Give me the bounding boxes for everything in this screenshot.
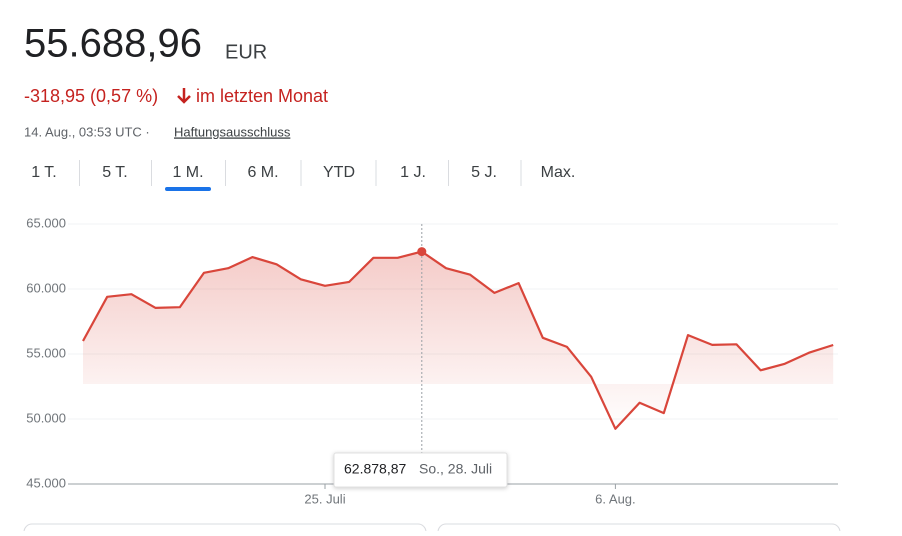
tab[interactable]: 1 M. — [172, 164, 203, 181]
tab-bar: 1 T. 5 T. 1 M. 6 M. YTD 1 J. 5 J. Max. — [31, 160, 575, 191]
tooltip-box — [333, 452, 508, 488]
down-arrow — [177, 88, 191, 104]
tooltip-value: 62.878,87 — [344, 461, 406, 477]
tab[interactable]: YTD — [323, 164, 355, 181]
tab[interactable]: 5 T. — [102, 164, 128, 181]
disclaimer-link[interactable]: Haftungsausschluss — [174, 124, 291, 139]
line — [82, 250, 834, 430]
y-tick-label: 55.000 — [26, 345, 66, 360]
currency: EUR — [225, 41, 267, 63]
x-tick-label: 6. Aug. — [595, 491, 635, 506]
tab[interactable]: 6 M. — [247, 164, 278, 181]
tab[interactable]: Max. — [541, 164, 576, 181]
y-tick-label: 50.000 — [26, 410, 66, 425]
area — [83, 251, 834, 429]
card — [437, 523, 841, 536]
y-tick-label: 60.000 — [26, 280, 66, 295]
x-tick-label: 25. Juli — [304, 491, 345, 506]
y-tick-label: 45.000 — [26, 475, 66, 490]
tab[interactable]: 5 J. — [471, 164, 497, 181]
highlight-point — [417, 247, 427, 257]
active-tab-indicator — [165, 187, 211, 191]
y-tick-label: 65.000 — [26, 215, 66, 230]
card — [23, 523, 427, 536]
chart: 45.000 50.000 55.000 60.000 65.000 25. Juli 6.… — [26, 215, 838, 506]
timestamp: 14. Aug., 03:53 UTC · — [24, 124, 150, 139]
period: im letzten Monat — [196, 86, 328, 106]
tooltip-date: So., 28. Juli — [419, 461, 492, 477]
price: 55.688,96 — [24, 22, 202, 66]
tab[interactable]: 1 J. — [400, 164, 426, 181]
tab[interactable]: 1 T. — [31, 164, 57, 181]
change: -318,95 (0,57 %) — [24, 86, 158, 106]
